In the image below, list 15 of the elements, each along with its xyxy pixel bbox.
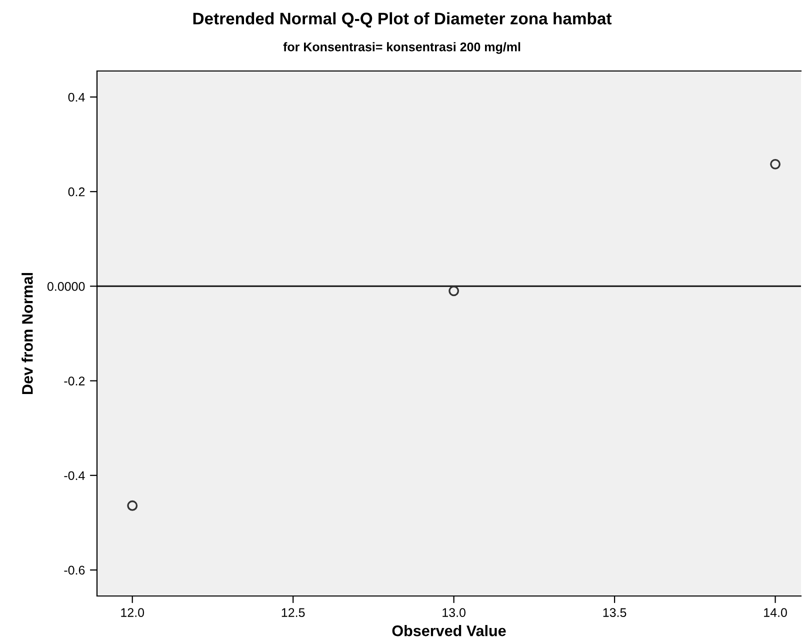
y-tick-label: 0.0000 (47, 282, 85, 291)
x-tick-label: 14.0 (764, 608, 787, 617)
y-axis-title: Dev from Normal (22, 273, 33, 394)
y-tick-label: 0.4 (68, 92, 85, 102)
y-tick-label: -0.2 (64, 376, 85, 386)
x-tick-label: 12.0 (121, 608, 144, 617)
x-tick-label: 12.5 (282, 608, 305, 617)
y-tick-label: -0.4 (64, 471, 85, 480)
chart-title: Detrended Normal Q-Q Plot of Diameter zona hambat (193, 12, 612, 28)
x-axis-title: Observed Value (392, 625, 506, 636)
x-tick-label: 13.5 (603, 608, 626, 617)
y-tick-label: -0.6 (64, 566, 85, 575)
chart-subtitle: for Konsentrasi= konsentrasi 200 mg/ml (283, 42, 520, 54)
y-tick-label: 0.2 (68, 187, 85, 196)
x-tick-label: 13.0 (442, 608, 466, 617)
